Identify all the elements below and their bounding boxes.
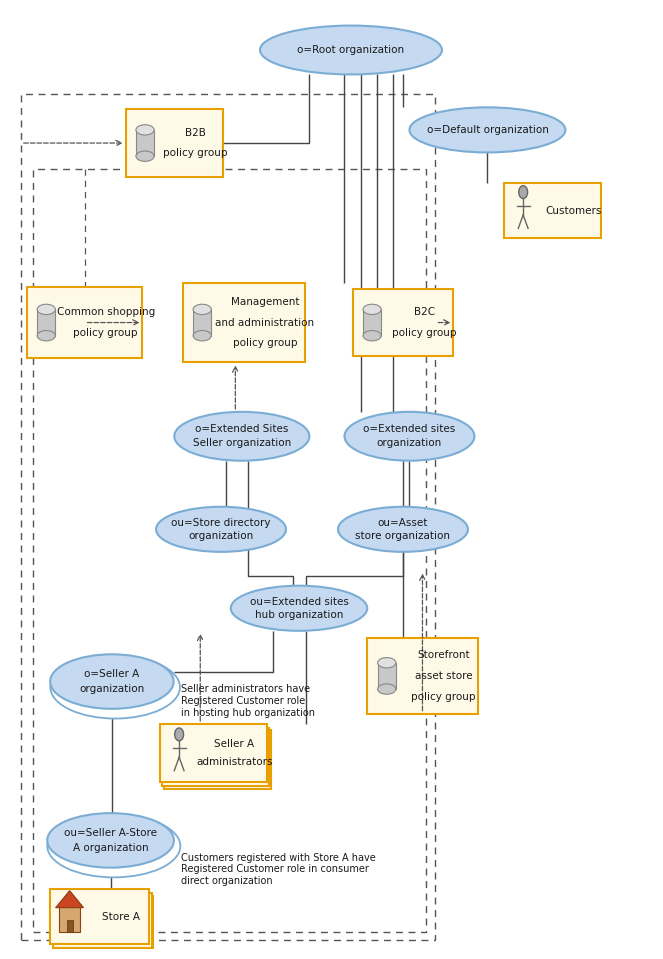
FancyBboxPatch shape: [125, 109, 223, 176]
FancyBboxPatch shape: [160, 724, 267, 783]
Text: Common shopping: Common shopping: [56, 307, 155, 317]
Text: policy group: policy group: [74, 328, 138, 338]
Text: policy group: policy group: [233, 339, 297, 348]
Text: ou=Asset: ou=Asset: [378, 518, 428, 528]
FancyBboxPatch shape: [27, 288, 143, 358]
Text: Management: Management: [231, 297, 299, 307]
Ellipse shape: [260, 26, 442, 75]
Text: Seller organization: Seller organization: [193, 438, 291, 448]
Ellipse shape: [174, 411, 310, 460]
Text: ou=Store directory: ou=Store directory: [171, 518, 271, 528]
FancyBboxPatch shape: [162, 728, 269, 785]
Text: and administration: and administration: [215, 317, 314, 328]
Text: o=Seller A: o=Seller A: [84, 669, 139, 679]
Text: B2C: B2C: [414, 308, 435, 317]
Text: administrators: administrators: [196, 757, 272, 767]
FancyBboxPatch shape: [183, 283, 305, 363]
Ellipse shape: [156, 506, 286, 551]
Text: organization: organization: [377, 438, 442, 448]
Ellipse shape: [50, 656, 180, 718]
Text: Storefront: Storefront: [417, 650, 470, 660]
FancyBboxPatch shape: [193, 310, 211, 336]
Ellipse shape: [47, 815, 180, 877]
FancyBboxPatch shape: [164, 731, 271, 788]
FancyBboxPatch shape: [136, 129, 154, 156]
Ellipse shape: [136, 151, 154, 161]
Ellipse shape: [193, 331, 211, 340]
FancyBboxPatch shape: [378, 663, 396, 690]
Ellipse shape: [37, 304, 56, 315]
Text: ou=Seller A-Store: ou=Seller A-Store: [64, 828, 157, 838]
Text: Customers: Customers: [546, 206, 602, 216]
FancyBboxPatch shape: [50, 889, 149, 944]
Text: store organization: store organization: [355, 530, 450, 541]
FancyBboxPatch shape: [363, 310, 381, 336]
Ellipse shape: [378, 658, 396, 667]
Text: policy group: policy group: [163, 149, 227, 158]
Text: A organization: A organization: [73, 843, 149, 853]
Ellipse shape: [410, 107, 566, 152]
Ellipse shape: [136, 125, 154, 135]
Circle shape: [518, 186, 528, 199]
Text: asset store: asset store: [415, 671, 473, 681]
Text: policy group: policy group: [411, 691, 476, 702]
Text: Seller A: Seller A: [214, 739, 255, 749]
FancyBboxPatch shape: [353, 289, 453, 357]
Ellipse shape: [338, 506, 468, 551]
Ellipse shape: [363, 304, 381, 315]
FancyBboxPatch shape: [55, 896, 153, 950]
Text: o=Extended Sites: o=Extended Sites: [195, 425, 288, 434]
Text: Seller administrators have
Registered Customer role
in hosting hub organization: Seller administrators have Registered Cu…: [181, 685, 315, 717]
Text: Customers registered with Store A have
Registered Customer role in consumer
dire: Customers registered with Store A have R…: [181, 853, 375, 886]
Ellipse shape: [193, 304, 211, 315]
Ellipse shape: [37, 331, 56, 340]
Text: o=Extended sites: o=Extended sites: [363, 425, 455, 434]
FancyBboxPatch shape: [504, 183, 601, 238]
FancyBboxPatch shape: [66, 920, 73, 931]
Polygon shape: [56, 891, 83, 907]
Ellipse shape: [378, 684, 396, 694]
FancyBboxPatch shape: [367, 639, 478, 713]
FancyBboxPatch shape: [59, 907, 80, 931]
Text: o=Root organization: o=Root organization: [298, 45, 404, 55]
Text: organization: organization: [80, 684, 145, 694]
Circle shape: [174, 728, 184, 740]
FancyBboxPatch shape: [37, 310, 56, 336]
Text: ou=Extended sites: ou=Extended sites: [249, 596, 349, 607]
Ellipse shape: [363, 331, 381, 340]
Text: Store A: Store A: [101, 911, 140, 922]
Text: hub organization: hub organization: [255, 610, 343, 620]
Ellipse shape: [47, 813, 174, 868]
Text: o=Default organization: o=Default organization: [426, 125, 548, 135]
FancyBboxPatch shape: [53, 893, 152, 947]
Ellipse shape: [50, 654, 174, 709]
Ellipse shape: [231, 586, 367, 631]
Text: policy group: policy group: [392, 328, 456, 338]
Text: B2B: B2B: [185, 128, 206, 138]
Ellipse shape: [345, 411, 475, 460]
Text: organization: organization: [188, 530, 254, 541]
